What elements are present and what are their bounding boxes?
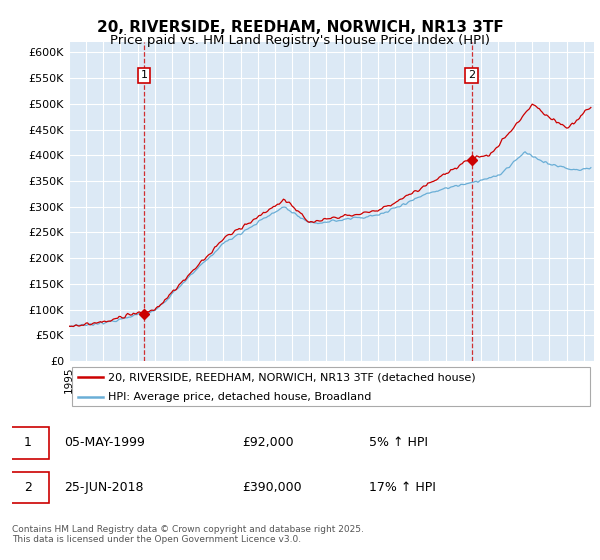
Text: 1: 1 bbox=[140, 71, 148, 81]
Text: 20, RIVERSIDE, REEDHAM, NORWICH, NR13 3TF (detached house): 20, RIVERSIDE, REEDHAM, NORWICH, NR13 3T… bbox=[109, 372, 476, 382]
Text: 17% ↑ HPI: 17% ↑ HPI bbox=[369, 481, 436, 494]
Text: 2: 2 bbox=[468, 71, 475, 81]
Text: 2: 2 bbox=[24, 481, 32, 494]
FancyBboxPatch shape bbox=[6, 427, 49, 459]
Text: £390,000: £390,000 bbox=[242, 481, 302, 494]
FancyBboxPatch shape bbox=[6, 472, 49, 503]
Text: 25-JUN-2018: 25-JUN-2018 bbox=[64, 481, 143, 494]
Text: HPI: Average price, detached house, Broadland: HPI: Average price, detached house, Broa… bbox=[109, 392, 372, 402]
Text: 20, RIVERSIDE, REEDHAM, NORWICH, NR13 3TF: 20, RIVERSIDE, REEDHAM, NORWICH, NR13 3T… bbox=[97, 20, 503, 35]
Text: 5% ↑ HPI: 5% ↑ HPI bbox=[369, 436, 428, 450]
FancyBboxPatch shape bbox=[71, 367, 590, 406]
Text: 1: 1 bbox=[24, 436, 32, 450]
Text: Price paid vs. HM Land Registry's House Price Index (HPI): Price paid vs. HM Land Registry's House … bbox=[110, 34, 490, 46]
Text: £92,000: £92,000 bbox=[242, 436, 294, 450]
Text: 05-MAY-1999: 05-MAY-1999 bbox=[64, 436, 145, 450]
Text: Contains HM Land Registry data © Crown copyright and database right 2025.
This d: Contains HM Land Registry data © Crown c… bbox=[12, 525, 364, 544]
